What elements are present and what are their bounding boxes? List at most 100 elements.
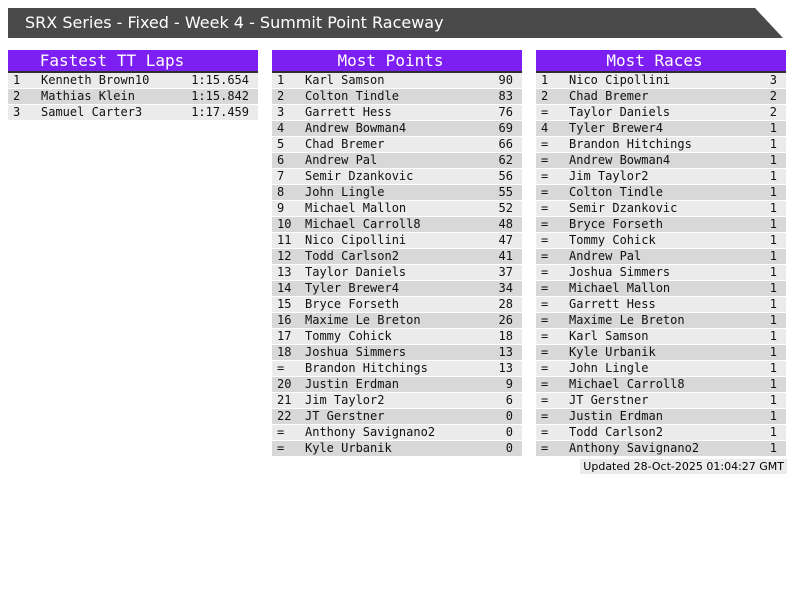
value-cell: 1: [769, 409, 777, 423]
rank-cell: 1: [277, 73, 285, 87]
table-row: 10 Michael Carroll8 48: [272, 217, 522, 232]
table-row: = Kyle Urbanik 1: [536, 345, 786, 360]
driver-name-cell: Bryce Forseth: [305, 297, 399, 311]
driver-name-cell: Maxime Le Breton: [305, 313, 421, 327]
driver-name-cell: Michael Mallon: [305, 201, 407, 215]
table-row: 2 Chad Bremer 2: [536, 89, 786, 104]
table-row: = Tommy Cohick 1: [536, 233, 786, 248]
table-row: 20 Justin Erdman 9: [272, 377, 522, 392]
driver-name-cell: Mathias Klein: [41, 89, 135, 103]
value-cell: 1: [769, 249, 777, 263]
value-cell: 52: [498, 201, 513, 215]
table-row: = Semir Dzankovic 1: [536, 201, 786, 216]
updated-timestamp: Updated 28-Oct-2025 01:04:27 GMT: [580, 459, 787, 474]
table-row: 22 JT Gerstner 0: [272, 409, 522, 424]
driver-name-cell: Anthony Savignano2: [305, 425, 436, 439]
rank-cell: 7: [277, 169, 285, 183]
table-row: 1 Karl Samson 90: [272, 73, 522, 88]
driver-name-cell: Tommy Cohick: [305, 329, 392, 343]
table-row: = Andrew Bowman4 1: [536, 153, 786, 168]
value-cell: 1: [769, 233, 777, 247]
value-cell: 1: [769, 137, 777, 151]
rank-cell: 3: [277, 105, 285, 119]
driver-name-cell: JT Gerstner: [305, 409, 385, 423]
rank-cell: =: [541, 441, 549, 455]
driver-name-cell: John Lingle: [569, 361, 649, 375]
table-row: = Karl Samson 1: [536, 329, 786, 344]
rank-cell: 18: [277, 345, 292, 359]
rank-cell: =: [541, 153, 549, 167]
value-cell: 3: [769, 73, 777, 87]
driver-name-cell: Nico Cipollini: [569, 73, 671, 87]
driver-name-cell: Karl Samson: [569, 329, 649, 343]
driver-name-cell: Todd Carlson2: [305, 249, 399, 263]
driver-name-cell: Samuel Carter3: [41, 105, 143, 119]
value-cell: 66: [498, 137, 513, 151]
table-row: 5 Chad Bremer 66: [272, 137, 522, 152]
value-cell: 6: [505, 393, 513, 407]
table-row: 3 Garrett Hess 76: [272, 105, 522, 120]
table-title: Most Races: [536, 50, 786, 73]
table-row: = Bryce Forseth 1: [536, 217, 786, 232]
driver-name-cell: Joshua Simmers: [305, 345, 407, 359]
value-cell: 1: [769, 185, 777, 199]
driver-name-cell: Chad Bremer: [569, 89, 649, 103]
value-cell: 76: [498, 105, 513, 119]
value-cell: 1: [769, 153, 777, 167]
rank-cell: =: [541, 265, 549, 279]
driver-name-cell: Colton Tindle: [569, 185, 663, 199]
value-cell: 48: [498, 217, 513, 231]
table-row: 13 Taylor Daniels 37: [272, 265, 522, 280]
value-cell: 0: [505, 425, 513, 439]
rank-cell: =: [541, 297, 549, 311]
value-cell: 1: [769, 281, 777, 295]
driver-name-cell: Anthony Savignano2: [569, 441, 700, 455]
value-cell: 13: [498, 345, 513, 359]
rank-cell: 1: [13, 73, 21, 87]
table-row: = Maxime Le Breton 1: [536, 313, 786, 328]
rank-cell: 2: [277, 89, 285, 103]
value-cell: 2: [769, 105, 777, 119]
rank-cell: =: [541, 137, 549, 151]
rank-cell: 13: [277, 265, 292, 279]
rank-cell: =: [541, 233, 549, 247]
value-cell: 1: [769, 169, 777, 183]
driver-name-cell: Kyle Urbanik: [305, 441, 392, 455]
table-row: = Brandon Hitchings 1: [536, 137, 786, 152]
driver-name-cell: Michael Mallon: [569, 281, 671, 295]
table-row: = Joshua Simmers 1: [536, 265, 786, 280]
driver-name-cell: Garrett Hess: [569, 297, 656, 311]
table-row: 2 Mathias Klein 1:15.842: [8, 89, 258, 104]
driver-name-cell: Justin Erdman: [569, 409, 663, 423]
leaderboard-most-races: Most Races 1 Nico Cipollini 3 2 Chad Bremer 2 =…: [536, 50, 786, 456]
table-row: 18 Joshua Simmers 13: [272, 345, 522, 360]
rank-cell: 20: [277, 377, 292, 391]
driver-name-cell: Maxime Le Breton: [569, 313, 685, 327]
table-rows: 1 Nico Cipollini 3 2 Chad Bremer 2 = Taylor Dan…: [536, 73, 786, 456]
rank-cell: 8: [277, 185, 285, 199]
leaderboard-most-points: Most Points 1 Karl Samson 90 2 Colton Tindle 8…: [272, 50, 522, 456]
table-row: = Garrett Hess 1: [536, 297, 786, 312]
table-row: 15 Bryce Forseth 28: [272, 297, 522, 312]
table-row: 17 Tommy Cohick 18: [272, 329, 522, 344]
rank-cell: =: [541, 425, 549, 439]
driver-name-cell: Joshua Simmers: [569, 265, 671, 279]
rank-cell: 3: [13, 105, 21, 119]
rank-cell: =: [541, 201, 549, 215]
table-row: = JT Gerstner 1: [536, 393, 786, 408]
driver-name-cell: Michael Carroll8: [305, 217, 421, 231]
driver-name-cell: Jim Taylor2: [569, 169, 649, 183]
driver-name-cell: Todd Carlson2: [569, 425, 663, 439]
table-row: 7 Semir Dzankovic 56: [272, 169, 522, 184]
driver-name-cell: Chad Bremer: [305, 137, 385, 151]
value-cell: 1: [769, 377, 777, 391]
table-row: = Colton Tindle 1: [536, 185, 786, 200]
rank-cell: 21: [277, 393, 292, 407]
value-cell: 9: [505, 377, 513, 391]
driver-name-cell: Kenneth Brown10: [41, 73, 150, 87]
table-row: = Kyle Urbanik 0: [272, 441, 522, 456]
table-row: 12 Todd Carlson2 41: [272, 249, 522, 264]
rank-cell: =: [541, 169, 549, 183]
table-row: = Brandon Hitchings 13: [272, 361, 522, 376]
value-cell: 1: [769, 425, 777, 439]
